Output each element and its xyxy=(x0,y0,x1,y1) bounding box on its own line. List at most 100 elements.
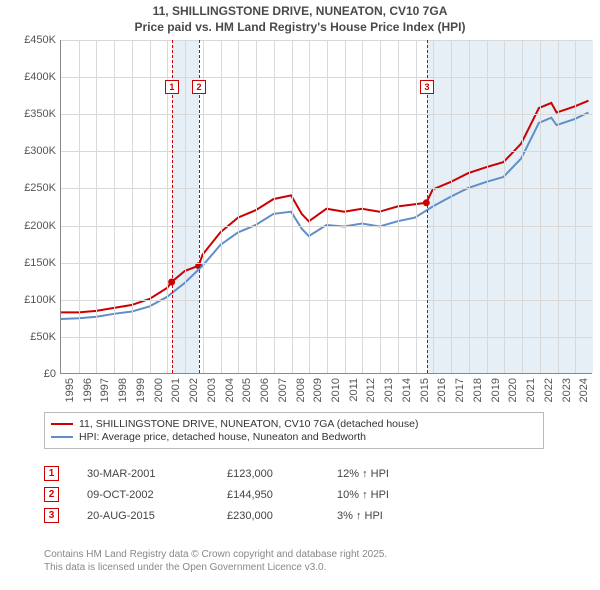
gridline-v xyxy=(309,40,310,373)
x-axis-tick-label: 2015 xyxy=(419,378,431,402)
chart-title-block: 11, SHILLINGSTONE DRIVE, NUNEATON, CV10 … xyxy=(0,0,600,35)
x-axis-tick-label: 2012 xyxy=(365,378,377,402)
gridline-v xyxy=(274,40,275,373)
gridline-v xyxy=(380,40,381,373)
y-axis-tick-label: £50K xyxy=(8,331,56,343)
gridline-v xyxy=(558,40,559,373)
y-axis-tick-label: £450K xyxy=(8,34,56,46)
y-axis-tick-label: £100K xyxy=(8,294,56,306)
legend: 11, SHILLINGSTONE DRIVE, NUNEATON, CV10 … xyxy=(44,412,544,449)
gridline-v xyxy=(398,40,399,373)
y-axis-tick-label: £250K xyxy=(8,182,56,194)
plot-area: 12 3 xyxy=(60,40,592,374)
gridline-v xyxy=(221,40,222,373)
events-table: 1 30-MAR-2001 £123,000 12% ↑ HPI 2 09-OC… xyxy=(44,460,544,529)
x-axis-tick-label: 2011 xyxy=(348,378,360,402)
legend-item-price-paid: 11, SHILLINGSTONE DRIVE, NUNEATON, CV10 … xyxy=(51,418,537,430)
gridline-v xyxy=(256,40,257,373)
gridline-v xyxy=(238,40,239,373)
gridline-v xyxy=(292,40,293,373)
y-axis-tick-label: £350K xyxy=(8,108,56,120)
x-axis-tick-label: 2000 xyxy=(153,378,165,402)
x-axis-tick-label: 2007 xyxy=(277,378,289,402)
x-axis-tick-label: 2022 xyxy=(543,378,555,402)
chart-container: 12 3 £0 £50K £100K £150K £200K £250K £300K £350K… xyxy=(8,40,592,404)
event-price: £123,000 xyxy=(227,468,337,480)
x-axis-tick-label: 2020 xyxy=(507,378,519,402)
event-row: 1 30-MAR-2001 £123,000 12% ↑ HPI xyxy=(44,466,544,481)
event-marker-on-chart: 1 xyxy=(165,80,179,94)
event-date: 20-AUG-2015 xyxy=(87,510,227,522)
x-axis-tick-label: 2018 xyxy=(472,378,484,402)
y-axis-tick-label: £400K xyxy=(8,71,56,83)
copyright-notice: Contains HM Land Registry data © Crown c… xyxy=(44,548,387,574)
gridline-v xyxy=(469,40,470,373)
event-price: £230,000 xyxy=(227,510,337,522)
y-axis-tick-label: £150K xyxy=(8,257,56,269)
x-axis-tick-label: 2001 xyxy=(170,378,182,402)
x-axis-tick-label: 2024 xyxy=(578,378,590,402)
x-axis-tick-label: 2002 xyxy=(188,378,200,402)
gridline-v xyxy=(522,40,523,373)
gridline-v xyxy=(345,40,346,373)
x-axis-tick-label: 2010 xyxy=(330,378,342,402)
event-marker-on-chart: 3 xyxy=(420,80,434,94)
event-marker-on-chart: 2 xyxy=(192,80,206,94)
legend-swatch xyxy=(51,436,73,438)
legend-label: 11, SHILLINGSTONE DRIVE, NUNEATON, CV10 … xyxy=(79,418,418,430)
event-date: 30-MAR-2001 xyxy=(87,468,227,480)
x-axis-tick-label: 2017 xyxy=(454,378,466,402)
x-axis-tick-label: 2016 xyxy=(436,378,448,402)
gridline-v xyxy=(416,40,417,373)
gridline-v xyxy=(185,40,186,373)
x-axis-tick-label: 2004 xyxy=(224,378,236,402)
x-axis-tick-label: 2008 xyxy=(295,378,307,402)
x-axis-tick-label: 2013 xyxy=(383,378,395,402)
gridline-v xyxy=(540,40,541,373)
series-line-hpi xyxy=(61,113,588,319)
x-axis-tick-label: 2005 xyxy=(241,378,253,402)
gridline-v xyxy=(575,40,576,373)
event-delta: 3% ↑ HPI xyxy=(337,510,417,522)
x-axis-tick-label: 2014 xyxy=(401,378,413,402)
x-axis-tick-label: 2006 xyxy=(259,378,271,402)
gridline-v xyxy=(504,40,505,373)
x-axis-tick-label: 1999 xyxy=(135,378,147,402)
x-axis-tick-label: 1995 xyxy=(64,378,76,402)
x-axis-tick-label: 2019 xyxy=(490,378,502,402)
x-axis-tick-label: 2021 xyxy=(525,378,537,402)
copyright-line-1: Contains HM Land Registry data © Crown c… xyxy=(44,548,387,561)
y-axis-tick-label: £0 xyxy=(8,368,56,380)
x-axis-tick-label: 2009 xyxy=(312,378,324,402)
gridline-v xyxy=(79,40,80,373)
event-row: 3 20-AUG-2015 £230,000 3% ↑ HPI xyxy=(44,508,544,523)
x-axis-tick-label: 1998 xyxy=(117,378,129,402)
legend-swatch xyxy=(51,423,73,425)
title-line-2: Price paid vs. HM Land Registry's House … xyxy=(0,20,600,36)
gridline-v xyxy=(451,40,452,373)
event-delta: 10% ↑ HPI xyxy=(337,489,417,501)
x-axis-tick-label: 1997 xyxy=(99,378,111,402)
gridline-v xyxy=(96,40,97,373)
event-row: 2 09-OCT-2002 £144,950 10% ↑ HPI xyxy=(44,487,544,502)
gridline-v xyxy=(114,40,115,373)
gridline-v xyxy=(487,40,488,373)
title-line-1: 11, SHILLINGSTONE DRIVE, NUNEATON, CV10 … xyxy=(0,4,600,20)
x-axis-tick-label: 2003 xyxy=(206,378,218,402)
event-marker-box: 3 xyxy=(44,508,59,523)
event-marker-box: 2 xyxy=(44,487,59,502)
gridline-v xyxy=(150,40,151,373)
gridline-v xyxy=(362,40,363,373)
legend-item-hpi: HPI: Average price, detached house, Nune… xyxy=(51,431,537,443)
gridline-v xyxy=(132,40,133,373)
y-axis-tick-label: £200K xyxy=(8,220,56,232)
event-price: £144,950 xyxy=(227,489,337,501)
x-axis-tick-label: 1996 xyxy=(82,378,94,402)
copyright-line-2: This data is licensed under the Open Gov… xyxy=(44,561,387,574)
event-date: 09-OCT-2002 xyxy=(87,489,227,501)
event-delta: 12% ↑ HPI xyxy=(337,468,417,480)
series-line-price_paid xyxy=(61,101,588,313)
event-marker-box: 1 xyxy=(44,466,59,481)
y-axis-tick-label: £300K xyxy=(8,145,56,157)
x-axis-tick-label: 2023 xyxy=(561,378,573,402)
